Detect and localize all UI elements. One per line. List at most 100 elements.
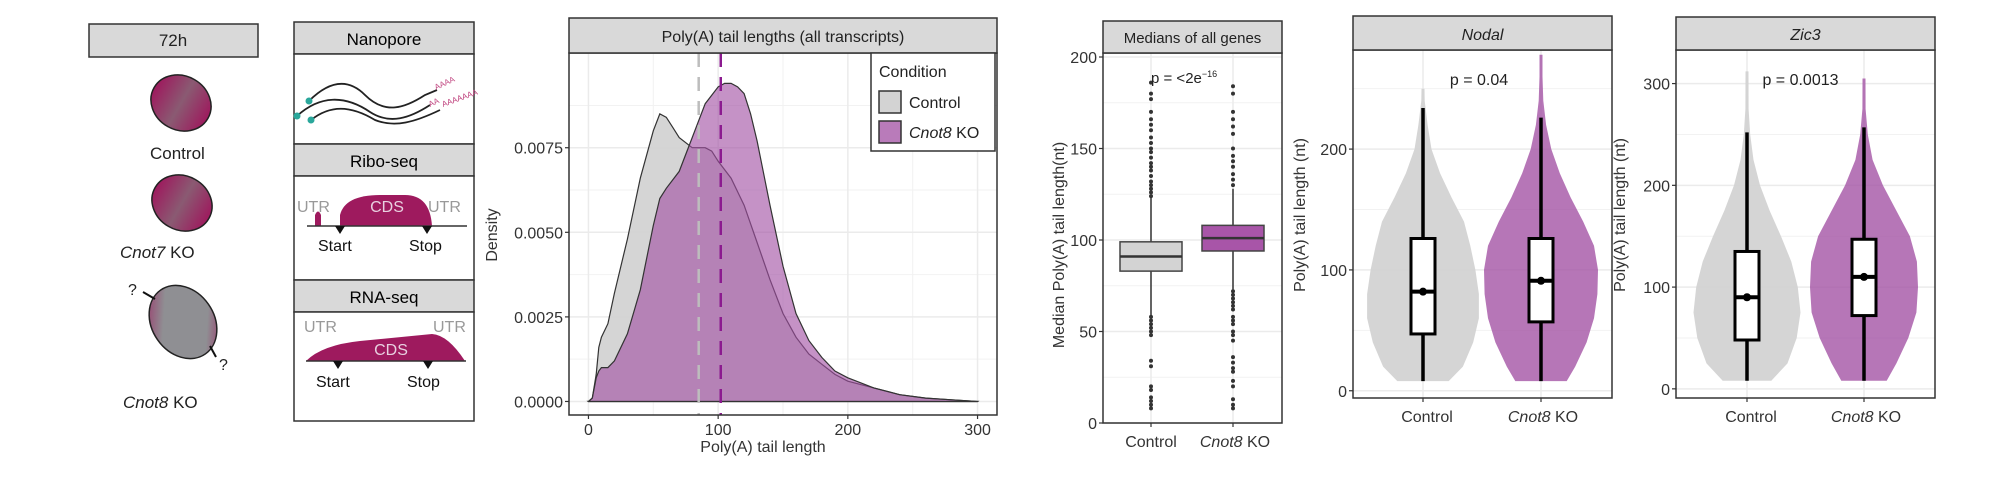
outlier-point-control: [1149, 146, 1153, 151]
polya-tail-2: AA: [427, 96, 441, 109]
y-tick-label: 300: [1643, 77, 1670, 94]
riboseq-title: Ribo-seq: [350, 152, 418, 171]
x-tick-label: 0: [584, 422, 593, 439]
outlier-point-cnot8-ko: [1231, 366, 1235, 371]
outlier-point-control: [1149, 190, 1153, 195]
outlier-point-control: [1149, 399, 1153, 404]
chart-title: Nodal: [1462, 27, 1504, 44]
rna-utr-left: UTR: [304, 319, 337, 336]
outlier-point-cnot8-ko: [1231, 307, 1235, 312]
outlier-point-control: [1149, 168, 1153, 173]
y-tick-label: 200: [1320, 142, 1347, 159]
rnaseq-title: RNA-seq: [350, 288, 419, 307]
outlier-point-cnot8-ko: [1231, 124, 1235, 129]
medians-boxplot-chart: Medians of all genes p = <2e−16 0 50 100 150 2…: [1051, 20, 1283, 451]
outlier-point-cnot8-ko: [1231, 384, 1235, 389]
mean-point-cnot8-ko: [1860, 272, 1868, 281]
legend-swatch-control: [878, 90, 902, 114]
mean-point-control: [1419, 287, 1427, 296]
legend-swatch-cnot8-ko: [878, 120, 902, 144]
x-tick-label: 100: [705, 422, 732, 439]
outlier-point-cnot8-ko: [1231, 146, 1235, 151]
cell-control-icon: [150, 74, 212, 132]
outlier-point-control: [1149, 150, 1153, 155]
read-line-1: [308, 83, 438, 109]
question-mark-left: ?: [128, 282, 137, 299]
rna-start-marker: [333, 361, 343, 369]
outlier-point-control: [1149, 402, 1153, 407]
outlier-point-control: [1149, 80, 1153, 85]
x-tick-label: 200: [834, 422, 861, 439]
ribo-cds-label: CDS: [370, 199, 404, 216]
outlier-point-cnot8-ko: [1231, 318, 1235, 323]
outlier-point-control: [1149, 141, 1153, 146]
y-tick-label: 0.0000: [514, 394, 563, 411]
outlier-point-control: [1149, 183, 1153, 188]
ribo-start-label: Start: [318, 238, 352, 255]
p-value-annotation: p = 0.0013: [1762, 72, 1838, 89]
outlier-point-control: [1149, 194, 1153, 199]
outlier-point-cnot8-ko: [1231, 360, 1235, 365]
x-tick-label: Cnot8 KO: [1508, 409, 1578, 426]
cell-cnot7-icon: [151, 174, 213, 232]
y-tick-label: 0: [1338, 384, 1347, 401]
schematic-panel: 72h Control Cnot7 KO ? ? Cnot8 KO: [88, 23, 259, 412]
mean-point-cnot8-ko: [1537, 276, 1545, 285]
density-chart: Poly(A) tail lengths (all transcripts) 0 1…: [484, 17, 998, 456]
outlier-point-cnot8-ko: [1231, 164, 1235, 169]
outlier-point-cnot8-ko: [1231, 117, 1235, 122]
outlier-point-control: [1149, 325, 1153, 330]
outlier-point-control: [1149, 117, 1153, 122]
outlier-point-control: [1149, 329, 1153, 334]
read-line-2: [296, 98, 431, 120]
outlier-point-cnot8-ko: [1231, 177, 1235, 182]
rna-start-label: Start: [316, 374, 350, 391]
outlier-point-cnot8-ko: [1231, 397, 1235, 402]
outlier-point-cnot8-ko: [1231, 402, 1235, 407]
y-axis-label: Poly(A) tail length (nt): [1292, 138, 1309, 292]
x-tick-label: Cnot8 KO: [1831, 409, 1901, 426]
outlier-point-control: [1149, 384, 1153, 389]
outlier-point-control: [1149, 318, 1153, 323]
ribo-stop-label: Stop: [409, 238, 442, 255]
density-area-cnot8-ko: [586, 82, 980, 403]
outlier-point-control: [1149, 173, 1153, 178]
rna-stop-label: Stop: [407, 374, 440, 391]
rna-cds-label: CDS: [374, 342, 408, 359]
ribo-utr-right: UTR: [428, 199, 461, 216]
outlier-point-control: [1149, 122, 1153, 127]
mean-point-control: [1743, 293, 1751, 302]
adapter-dot-1: [305, 97, 313, 105]
outlier-point-cnot8-ko: [1231, 303, 1235, 308]
legend-title: Condition: [879, 64, 947, 81]
outlier-point-cnot8-ko: [1231, 300, 1235, 305]
outlier-point-control: [1149, 179, 1153, 184]
adapter-dot-2: [293, 112, 301, 120]
chart-title: Zic3: [1789, 27, 1820, 44]
schematic-header-box: [88, 23, 259, 58]
x-tick-label: Control: [1725, 409, 1777, 426]
legend-label-control: Control: [909, 95, 961, 112]
chart-title: Medians of all genes: [1124, 30, 1262, 47]
outlier-point-cnot8-ko: [1231, 369, 1235, 374]
rna-utr-right: UTR: [433, 319, 466, 336]
outlier-point-cnot8-ko: [1231, 338, 1235, 343]
outlier-point-cnot8-ko: [1231, 322, 1235, 327]
strip-box: [1675, 16, 1936, 51]
outlier-point-cnot8-ko: [1231, 91, 1235, 96]
ribo-utr-peak: [315, 211, 321, 226]
rnaseq-body: [293, 311, 475, 422]
read-line-3: [310, 107, 441, 125]
outlier-point-cnot8-ko: [1231, 172, 1235, 177]
cell-label-cnot7: Cnot7 KO: [120, 243, 195, 262]
y-tick-label: 200: [1070, 50, 1097, 67]
p-value-annotation: p = <2e−16: [1151, 69, 1217, 87]
outlier-point-cnot8-ko: [1231, 296, 1235, 301]
x-tick-label: Control: [1125, 434, 1177, 451]
outlier-point-control: [1149, 161, 1153, 166]
nanopore-title: Nanopore: [347, 30, 422, 49]
y-tick-label: 200: [1643, 178, 1670, 195]
outlier-point-cnot8-ko: [1231, 333, 1235, 338]
nodal-violin-chart: Nodal p = 0.04 0 100 200 Control Cnot8 KO Poly(…: [1292, 15, 1613, 426]
